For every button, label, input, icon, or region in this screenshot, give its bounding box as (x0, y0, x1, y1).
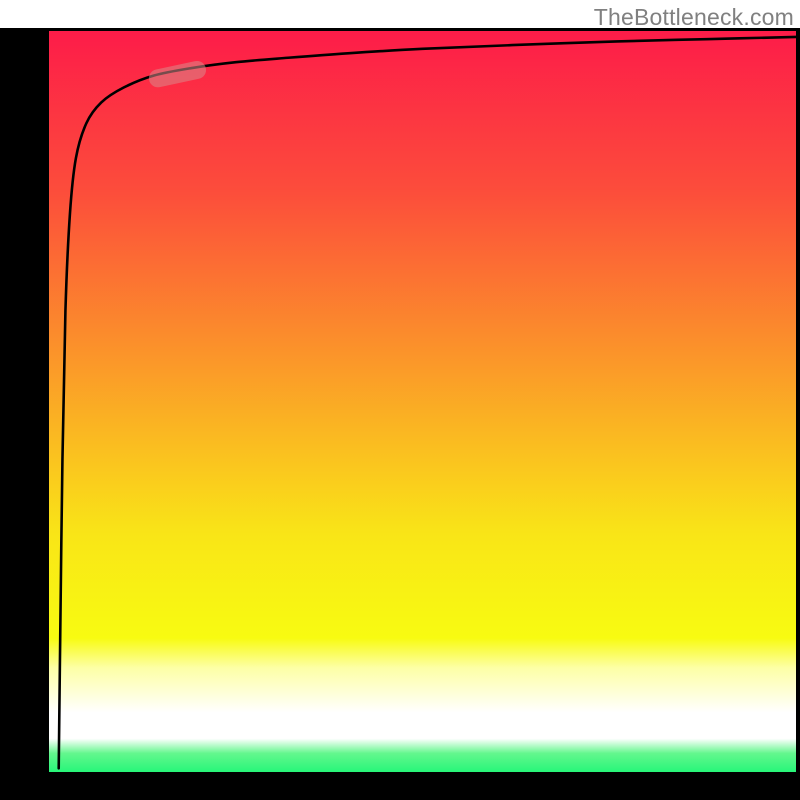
chart-container: TheBottleneck.com (0, 0, 800, 800)
performance-curve (59, 37, 796, 768)
frame-bottom (0, 772, 800, 800)
highlight-marker (147, 59, 207, 89)
attribution-text: TheBottleneck.com (594, 4, 794, 31)
curve-layer (49, 28, 796, 772)
frame-left (0, 28, 49, 800)
frame-right (796, 28, 800, 772)
